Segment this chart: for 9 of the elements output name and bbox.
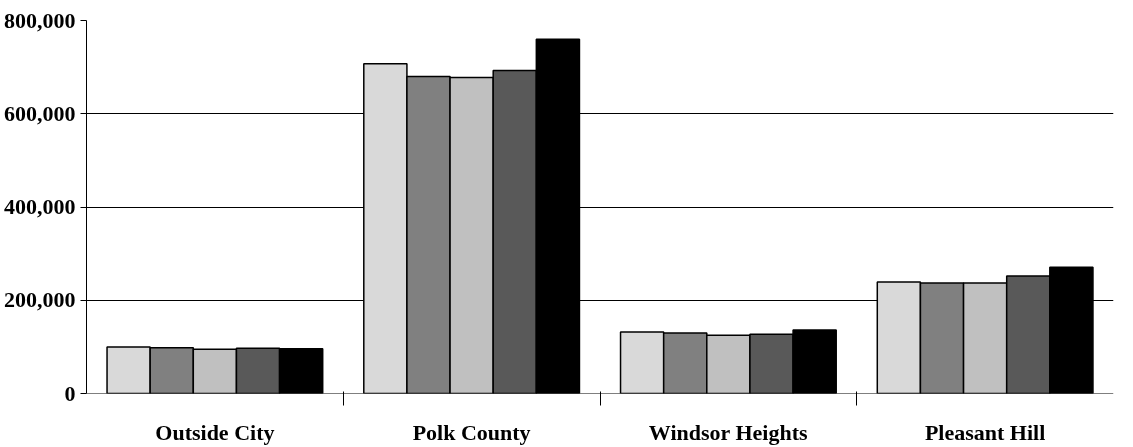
y-tick-label: 800,000 [4,7,76,33]
x-tick-label: Windsor Heights [648,419,808,445]
x-tick-label: Polk County [412,419,531,445]
y-tick-label: 400,000 [4,194,76,219]
y-tick-label: 600,000 [4,100,76,126]
x-tick-label: Outside City [155,419,275,445]
x-tick-label: Pleasant Hill [924,419,1046,445]
y-tick-label: 200,000 [4,287,76,313]
y-tick-label: 0 [64,380,76,406]
